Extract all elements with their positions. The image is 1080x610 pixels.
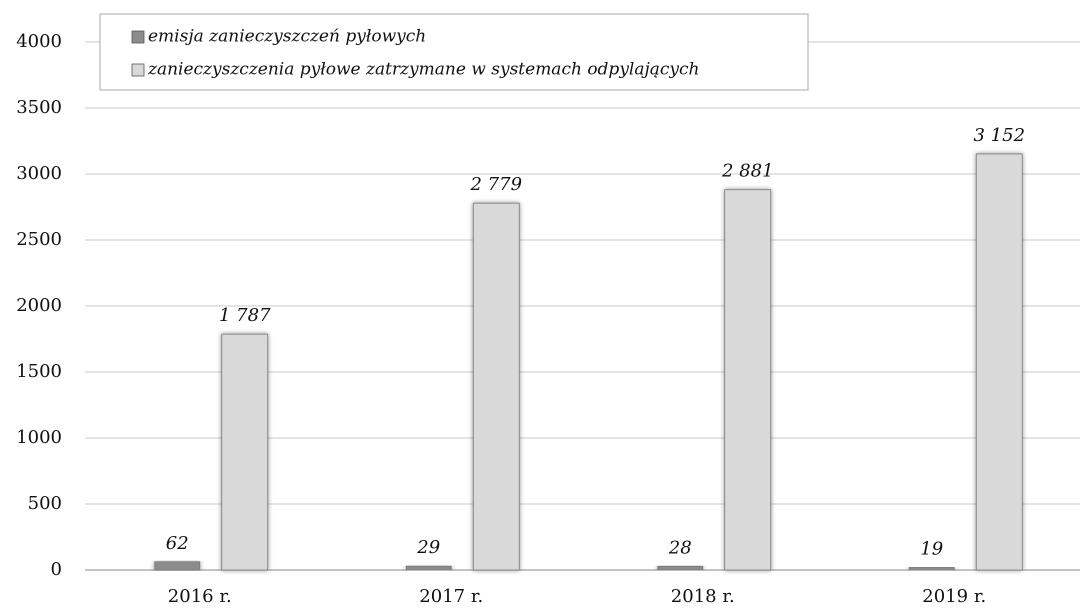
y-tick-label: 500 — [28, 493, 62, 514]
x-tick-label: 2016 r. — [168, 586, 232, 607]
y-tick-label: 3000 — [16, 163, 62, 184]
bar — [657, 565, 704, 571]
legend-swatch — [131, 30, 145, 44]
y-tick-label: 2500 — [16, 229, 62, 250]
bar — [908, 567, 955, 571]
legend-swatch — [131, 63, 145, 77]
x-tick-label: 2019 r. — [922, 586, 986, 607]
bar — [472, 202, 520, 571]
bar — [975, 153, 1023, 571]
legend-label: zanieczyszczenia pyłowe zatrzymane w sys… — [147, 60, 700, 80]
data-label: 29 — [416, 537, 440, 558]
bar — [221, 333, 269, 571]
y-tick-label: 3500 — [16, 97, 62, 118]
y-tick-label: 2000 — [16, 295, 62, 316]
bar — [724, 189, 772, 571]
x-tick-label: 2017 r. — [419, 586, 483, 607]
data-label: 2 779 — [469, 174, 522, 195]
y-tick-label: 0 — [51, 559, 62, 580]
legend-label: emisja zanieczyszczeń pyłowych — [148, 27, 426, 47]
data-label: 62 — [166, 533, 189, 554]
data-label: 2 881 — [721, 161, 774, 182]
legend-box — [99, 13, 809, 91]
data-label: 19 — [920, 538, 943, 559]
data-label: 1 787 — [219, 305, 271, 326]
x-tick-label: 2018 r. — [671, 586, 735, 607]
bar — [405, 565, 452, 571]
bar — [154, 561, 201, 571]
y-tick-label: 1500 — [16, 361, 62, 382]
y-tick-label: 1000 — [16, 427, 62, 448]
data-label: 3 152 — [973, 125, 1025, 146]
data-label: 28 — [668, 537, 692, 558]
y-tick-label: 4000 — [16, 31, 62, 52]
